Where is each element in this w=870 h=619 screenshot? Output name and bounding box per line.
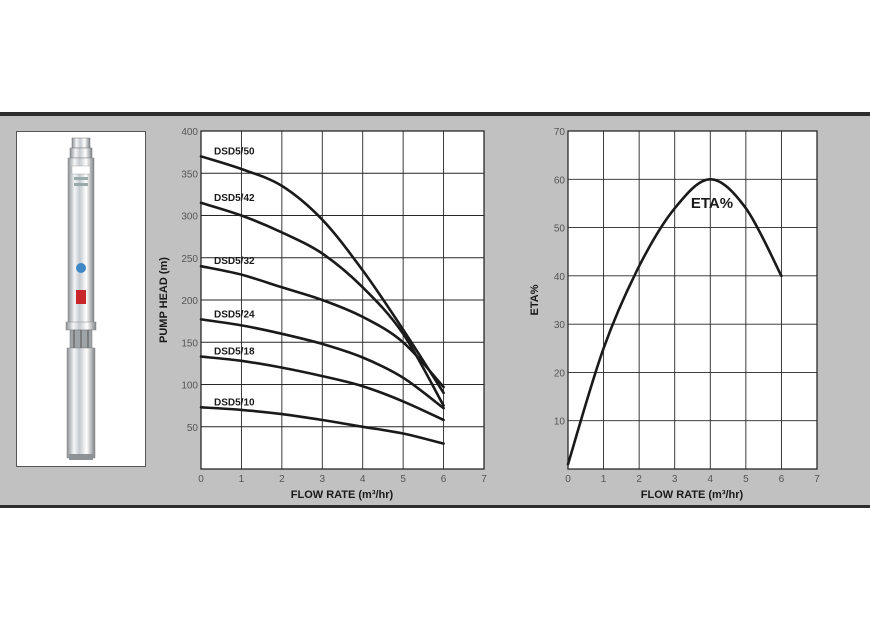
- pump-head-x-tick-label: 6: [441, 474, 447, 485]
- submersible-pump-icon: [65, 137, 97, 460]
- pump-head-curve-dsd5-10: [199, 406, 445, 445]
- eta-x-tick-label: 1: [601, 474, 607, 485]
- pump-head-y-tick-label: 250: [181, 254, 198, 265]
- eta-y-tick-label: 70: [554, 127, 566, 138]
- pump-head-x-ticks: 0 1 2 3 4 5 6 7: [198, 474, 487, 485]
- pump-head-y-tick-label: 300: [181, 212, 198, 223]
- pump-head-x-tick-label: 7: [481, 474, 487, 485]
- eta-plot-area: [567, 130, 818, 470]
- pump-head-y-tick-label: 350: [181, 169, 198, 180]
- eta-y-tick-label: 30: [554, 320, 566, 331]
- pump-head-curve-dsd5-42: [199, 201, 445, 407]
- eta-x-tick-label: 4: [708, 474, 714, 485]
- pump-head-x-axis-title: FLOW RATE (m³/hr): [291, 489, 394, 501]
- pump-head-x-tick-label: 1: [239, 474, 245, 485]
- pump-image-box: [16, 131, 146, 467]
- eta-x-tick-label: 7: [814, 474, 820, 485]
- eta-curve-annotation: ETA%: [691, 195, 733, 212]
- eta-x-tick-label: 2: [636, 474, 642, 485]
- eta-y-tick-label: 10: [554, 417, 566, 428]
- pump-head-y-axis-title: PUMP HEAD (m): [158, 257, 170, 343]
- pump-head-x-tick-label: 2: [279, 474, 285, 485]
- eta-grid: [568, 131, 817, 469]
- eta-chart: 0 1 2 3 4 5 6 7 10 20 30 40 50 60 70 ETA% FLOW RATE (…: [529, 127, 820, 501]
- pump-head-curves: [199, 155, 445, 445]
- curve-label-dsd5-24: DSD5/24: [214, 309, 255, 320]
- pump-head-x-tick-label: 5: [400, 474, 406, 485]
- eta-y-tick-label: 40: [554, 272, 566, 283]
- curve-label-dsd5-50: DSD5/50: [214, 146, 255, 157]
- pump-head-curve-labels: DSD5/50 DSD5/42 DSD5/32 DSD5/24 DSD5/18 DSD5/…: [214, 146, 255, 408]
- pump-head-y-ticks: 50 100 150 200 250 300 350 400: [181, 127, 198, 434]
- pump-head-x-tick-label: 4: [360, 474, 366, 485]
- eta-x-tick-label: 5: [743, 474, 749, 485]
- pump-head-y-tick-label: 200: [181, 296, 198, 307]
- eta-x-tick-label: 3: [672, 474, 678, 485]
- eta-x-tick-label: 6: [779, 474, 785, 485]
- eta-y-tick-label: 60: [554, 175, 566, 186]
- eta-curve-series-0: [566, 177, 783, 466]
- eta-y-tick-label: 50: [554, 224, 566, 235]
- curve-label-dsd5-32: DSD5/32: [214, 256, 255, 267]
- curve-label-dsd5-10: DSD5/10: [214, 397, 255, 408]
- pump-head-x-tick-label: 0: [198, 474, 204, 485]
- eta-y-tick-label: 20: [554, 368, 566, 379]
- pump-head-curve-dsd5-32: [199, 264, 445, 389]
- pump-head-y-tick-label: 400: [181, 127, 198, 138]
- pump-head-y-tick-label: 50: [187, 423, 199, 434]
- eta-x-tick-label: 0: [565, 474, 571, 485]
- pump-head-curve-dsd5-50: [199, 155, 445, 395]
- pump-head-curve-dsd5-24: [199, 318, 445, 410]
- pump-head-x-tick-label: 3: [320, 474, 326, 485]
- eta-y-axis-title: ETA%: [529, 284, 541, 315]
- pump-head-chart: 0 1 2 3 4 5 6 7 50 100 150 200 250 300 350 400 DSD5/50…: [158, 127, 487, 501]
- curve-label-dsd5-18: DSD5/18: [214, 347, 255, 358]
- curve-label-dsd5-42: DSD5/42: [214, 193, 255, 204]
- pump-head-y-tick-label: 100: [181, 381, 198, 392]
- pump-head-curve-dsd5-18: [199, 355, 445, 422]
- pump-head-y-tick-label: 150: [181, 338, 198, 349]
- eta-y-ticks: 10 20 30 40 50 60 70: [554, 127, 566, 428]
- eta-curves: [566, 177, 783, 466]
- eta-x-axis-title: FLOW RATE (m³/hr): [641, 489, 744, 501]
- eta-x-ticks: 0 1 2 3 4 5 6 7: [565, 474, 820, 485]
